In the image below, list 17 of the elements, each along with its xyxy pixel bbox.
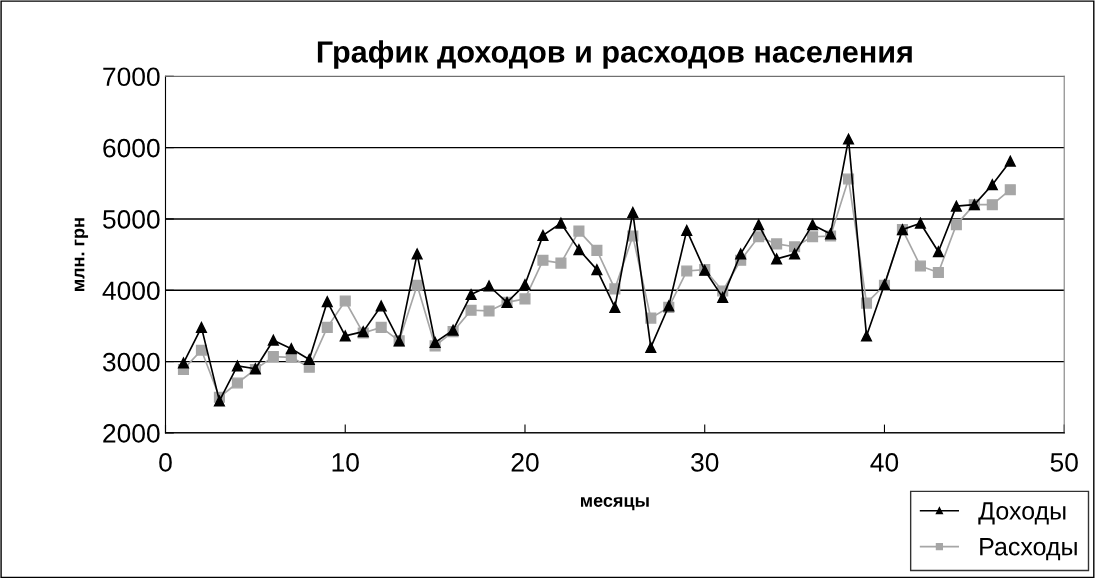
chart-title: График доходов и расходов населения: [317, 40, 912, 69]
y-tick-label: 6000: [103, 138, 160, 158]
y-tick-label: 4000: [102, 281, 160, 301]
x-tick-label: 20: [511, 453, 539, 472]
x-tick-label: 0: [159, 453, 172, 472]
x-tick-label: 40: [870, 453, 899, 472]
y-tick-label: 3000: [102, 352, 160, 372]
x-tick-label: 30: [691, 453, 719, 472]
legend-label: Доходы: [978, 502, 1066, 525]
x-tick-label: 50: [1050, 453, 1078, 472]
y-tick-label: 2000: [103, 424, 160, 443]
x-axis-title: месяцы: [581, 497, 649, 511]
legend-label: Расходы: [980, 538, 1077, 561]
y-tick-label: 7000: [103, 67, 160, 87]
y-tick-label: 5000: [102, 210, 160, 229]
y-axis-title: млн. грн: [74, 218, 89, 291]
x-tick-label: 10: [332, 453, 359, 472]
